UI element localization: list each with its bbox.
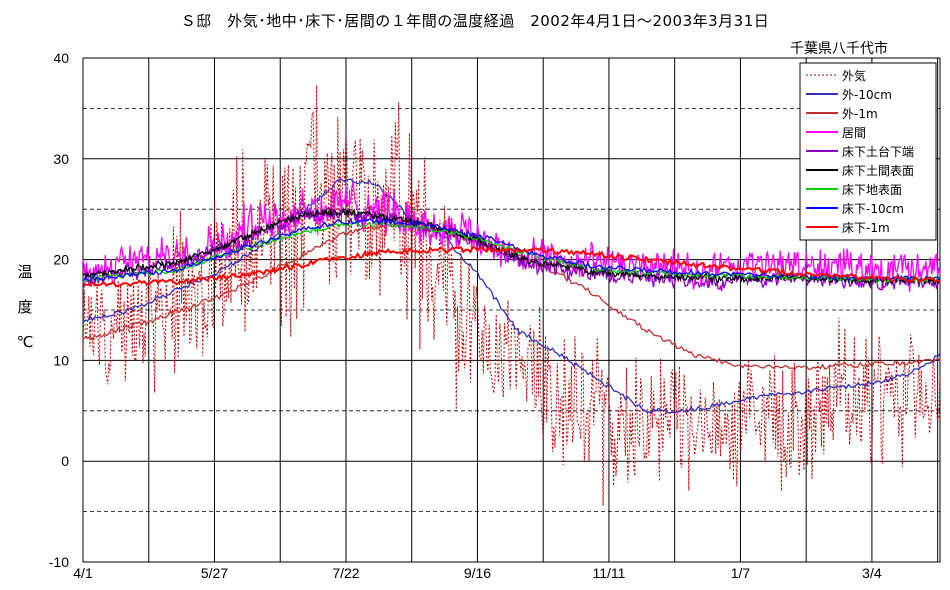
series-line-8 [82, 245, 941, 288]
location-label: 千葉県八千代市 [790, 41, 888, 57]
series-line-1 [82, 178, 941, 415]
legend-label: 床下土台下端 [842, 144, 914, 159]
y-tick-label: -10 [49, 554, 69, 570]
legend-label: 外気 [842, 68, 866, 83]
chart-title: Ｓ邸 外気･地中･床下･居間の１年間の温度経過 2002年4月1日～2003年3… [180, 12, 770, 30]
x-tick-label: 4/1 [73, 565, 93, 581]
x-tick-label: 9/16 [464, 565, 491, 581]
legend-label: 床下地表面 [842, 183, 902, 197]
axis-ticks: 40 30 20 10 0 -104/1 5/27 7/22 9/16 11/11 1/7 3/4 [49, 50, 882, 581]
y-tick-label: 30 [53, 151, 69, 167]
series-lines [82, 85, 941, 506]
grid-lines [82, 57, 941, 563]
x-tick-label: 11/11 [592, 565, 625, 581]
legend-label: 外-10cm [842, 88, 892, 102]
x-tick-label: 3/4 [862, 565, 882, 581]
x-tick-label: 1/7 [731, 565, 751, 581]
x-tick-label: 5/27 [201, 565, 228, 581]
legend-label: 床下-1m [842, 221, 890, 235]
y-tick-label: 10 [53, 352, 69, 368]
x-tick-label: 7/22 [332, 565, 359, 581]
y-tick-label: 40 [53, 50, 69, 66]
legend-label: 居間 [842, 126, 866, 140]
series-line-0 [82, 85, 941, 506]
legend-label: 床下-10cm [842, 202, 904, 216]
y-tick-label: 20 [53, 252, 69, 268]
y-tick-label: 0 [61, 453, 69, 469]
legend-label: 床下土間表面 [842, 164, 914, 178]
legend-label: 外-1m [842, 107, 878, 121]
